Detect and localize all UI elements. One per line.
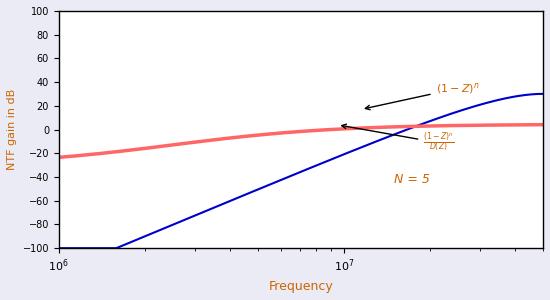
Text: $\frac{(1-Z)^n}{D(Z)}$: $\frac{(1-Z)^n}{D(Z)}$	[342, 124, 455, 154]
Y-axis label: NTF gain in dB: NTF gain in dB	[7, 89, 17, 170]
Text: $(1-Z)^n$: $(1-Z)^n$	[365, 81, 479, 110]
X-axis label: Frequency: Frequency	[268, 280, 333, 293]
Text: N = 5: N = 5	[394, 173, 430, 186]
